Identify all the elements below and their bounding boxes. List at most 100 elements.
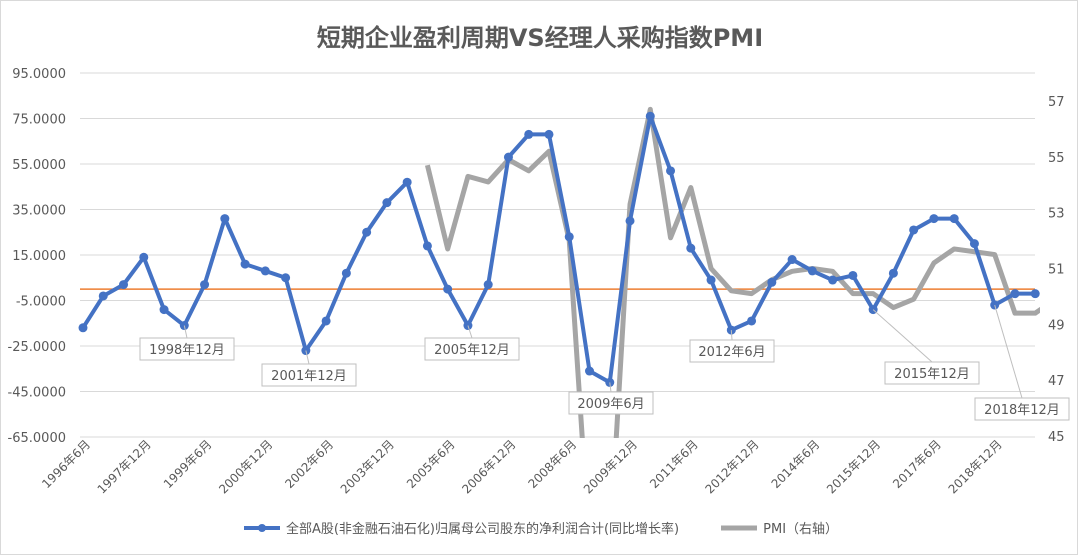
- data-point: [645, 111, 655, 121]
- annotation-box: [974, 397, 1070, 421]
- annotation-leader: [183, 325, 188, 339]
- data-point: [78, 323, 88, 333]
- data-point: [1030, 289, 1040, 299]
- data-point: [544, 129, 554, 139]
- blue-line-marker-icon: [243, 523, 280, 532]
- data-point: [585, 366, 594, 376]
- right-axis-label: 53: [1048, 207, 1065, 222]
- data-point: [888, 268, 898, 278]
- annotation-leader: [305, 350, 310, 365]
- data-point: [686, 243, 696, 253]
- data-point: [625, 216, 635, 226]
- data-point: [139, 252, 149, 262]
- annotation-label: 2009年6月: [577, 397, 644, 412]
- left-axis-label: 75.0000: [12, 113, 66, 128]
- x-axis-label: 2003年12月: [338, 437, 397, 496]
- data-point: [422, 241, 432, 251]
- annotation-label: 1998年12月: [149, 343, 225, 358]
- data-point: [503, 152, 513, 162]
- line-chart: 95.0000 75.0000 55.0000 35.0000 15.0000 -5.00…: [8, 67, 1070, 496]
- data-point: [949, 214, 959, 224]
- data-point: [98, 291, 108, 301]
- annotation-label: 2018年12月: [984, 403, 1060, 418]
- x-axis-label: 1997年12月: [95, 437, 154, 496]
- legend-item-pmi: PMI（右轴）: [719, 518, 838, 537]
- data-point: [260, 266, 270, 276]
- data-point: [909, 225, 919, 235]
- data-point: [828, 275, 838, 285]
- annotation-label: 2005年12月: [434, 343, 510, 358]
- legend-item-profit: 全部A股(非金融石油石化)归属母公司股东的净利润合计(同比增长率): [242, 518, 679, 537]
- data-point: [281, 273, 291, 283]
- data-point: [666, 166, 676, 176]
- annotation-box: [261, 363, 357, 387]
- data-point: [200, 280, 210, 290]
- x-axis-label: 2005年6月: [404, 437, 458, 491]
- data-point: [240, 259, 250, 269]
- left-axis-label: -25.0000: [8, 340, 66, 355]
- annotation-box: [139, 337, 235, 361]
- x-axis-label: 2018年12月: [946, 437, 1005, 496]
- annotation-label: 2001年12月: [271, 369, 347, 384]
- annotation-box: [884, 361, 980, 385]
- x-axis-label: 2000年12月: [216, 437, 275, 496]
- right-axis-label: 47: [1048, 374, 1065, 389]
- data-point: [402, 177, 412, 187]
- legend-label-profit: 全部A股(非金融石油石化)归属母公司股东的净利润合计(同比增长率): [285, 522, 680, 537]
- left-axis-label: -5.0000: [16, 295, 66, 310]
- x-axis-label: 1999年6月: [161, 437, 215, 491]
- data-point: [1010, 289, 1020, 299]
- annotation-leader: [730, 330, 733, 341]
- right-axis-label: 51: [1048, 263, 1065, 278]
- left-axis-label: 35.0000: [12, 204, 66, 219]
- annotation-label: 2015年12月: [894, 367, 970, 382]
- annotation-leader: [467, 325, 473, 339]
- gray-line-icon: [721, 525, 758, 530]
- x-axis-label: 2002年6月: [282, 437, 336, 491]
- data-point: [564, 232, 574, 242]
- x-axis-label: 2011年6月: [647, 437, 701, 491]
- data-point: [848, 270, 858, 280]
- x-axis-label: 2015年12月: [824, 437, 883, 496]
- data-point: [159, 305, 169, 315]
- data-point: [382, 198, 392, 208]
- data-point: [443, 284, 453, 294]
- x-axis-label: 2014年6月: [769, 437, 823, 491]
- left-axis-label: 15.0000: [12, 249, 66, 264]
- right-axis-label: 49: [1048, 318, 1065, 333]
- right-axis-label: 55: [1048, 151, 1065, 166]
- data-point: [321, 316, 331, 326]
- annotation-label: 2012年6月: [698, 345, 765, 360]
- data-point: [767, 277, 777, 287]
- data-point: [929, 214, 939, 224]
- left-axis-label: 55.0000: [12, 158, 66, 173]
- annotation-leader: [994, 304, 1023, 399]
- right-axis-label: 57: [1048, 95, 1065, 110]
- x-axis-label: 2017年6月: [890, 437, 944, 491]
- annotation-leader: [872, 309, 933, 363]
- data-point: [747, 316, 757, 326]
- right-axis-label: 45: [1048, 430, 1065, 445]
- data-point: [362, 227, 372, 237]
- legend-label-pmi: PMI（右轴）: [763, 522, 839, 537]
- data-point: [807, 266, 817, 276]
- annotation-box: [424, 337, 520, 361]
- data-point: [341, 268, 351, 278]
- annotation-leader: [609, 382, 612, 393]
- profit-growth-line: [81, 114, 1036, 385]
- data-point: [969, 239, 979, 249]
- legend: 全部A股(非金融石油石化)归属母公司股东的净利润合计(同比增长率) PMI（右轴…: [0, 518, 1080, 537]
- data-point: [524, 129, 534, 139]
- data-point: [220, 214, 230, 224]
- left-axis-label: -45.0000: [8, 386, 66, 401]
- data-point: [706, 275, 716, 285]
- left-axis-label: 95.0000: [12, 67, 66, 82]
- data-point: [483, 280, 493, 290]
- x-axis-label: 2012年12月: [702, 437, 761, 496]
- annotation-box: [568, 391, 654, 415]
- data-point: [787, 255, 797, 265]
- x-axis-label: 2009年12月: [581, 437, 640, 496]
- x-axis-label: 2006年12月: [459, 437, 518, 496]
- data-point: [119, 280, 129, 290]
